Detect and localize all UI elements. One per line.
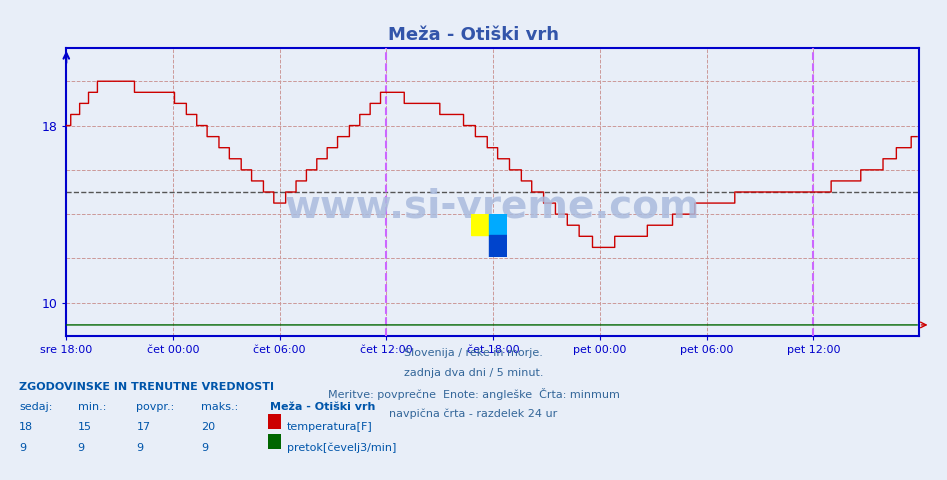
Bar xyxy=(489,214,507,235)
Text: sedaj:: sedaj: xyxy=(19,402,52,412)
Text: 20: 20 xyxy=(201,422,215,432)
Text: maks.:: maks.: xyxy=(201,402,238,412)
Text: ZGODOVINSKE IN TRENUTNE VREDNOSTI: ZGODOVINSKE IN TRENUTNE VREDNOSTI xyxy=(19,382,274,392)
Text: pretok[čevelj3/min]: pretok[čevelj3/min] xyxy=(287,443,396,453)
Text: povpr.:: povpr.: xyxy=(136,402,174,412)
Text: 9: 9 xyxy=(78,443,85,453)
Text: Slovenija / reke in morje.: Slovenija / reke in morje. xyxy=(404,348,543,358)
Text: 9: 9 xyxy=(19,443,27,453)
Text: 18: 18 xyxy=(19,422,33,432)
Text: 9: 9 xyxy=(136,443,144,453)
Text: navpična črta - razdelek 24 ur: navpična črta - razdelek 24 ur xyxy=(389,408,558,419)
Text: min.:: min.: xyxy=(78,402,106,412)
Bar xyxy=(489,235,507,257)
Bar xyxy=(471,214,489,235)
Text: zadnja dva dni / 5 minut.: zadnja dva dni / 5 minut. xyxy=(403,368,544,378)
Text: 9: 9 xyxy=(201,443,208,453)
Text: 15: 15 xyxy=(78,422,92,432)
Text: 17: 17 xyxy=(136,422,151,432)
Text: Meritve: povprečne  Enote: angleške  Črta: minmum: Meritve: povprečne Enote: angleške Črta:… xyxy=(328,388,619,400)
Text: temperatura[F]: temperatura[F] xyxy=(287,422,373,432)
Text: Meža - Otiški vrh: Meža - Otiški vrh xyxy=(270,402,375,412)
Text: Meža - Otiški vrh: Meža - Otiški vrh xyxy=(388,26,559,45)
Text: www.si-vreme.com: www.si-vreme.com xyxy=(285,187,700,226)
